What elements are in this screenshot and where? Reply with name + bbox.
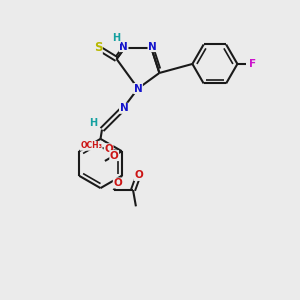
Text: N: N — [134, 83, 142, 94]
Text: O: O — [104, 144, 113, 154]
Text: N: N — [148, 42, 157, 52]
Text: H: H — [89, 118, 97, 128]
Text: O: O — [113, 178, 122, 188]
Text: O: O — [134, 170, 143, 180]
Text: H: H — [112, 33, 120, 43]
Text: OCH₃: OCH₃ — [80, 141, 102, 150]
Text: N: N — [119, 103, 128, 113]
Text: S: S — [94, 41, 102, 54]
Text: O: O — [110, 151, 118, 160]
Text: N: N — [119, 42, 128, 52]
Text: F: F — [249, 59, 256, 69]
